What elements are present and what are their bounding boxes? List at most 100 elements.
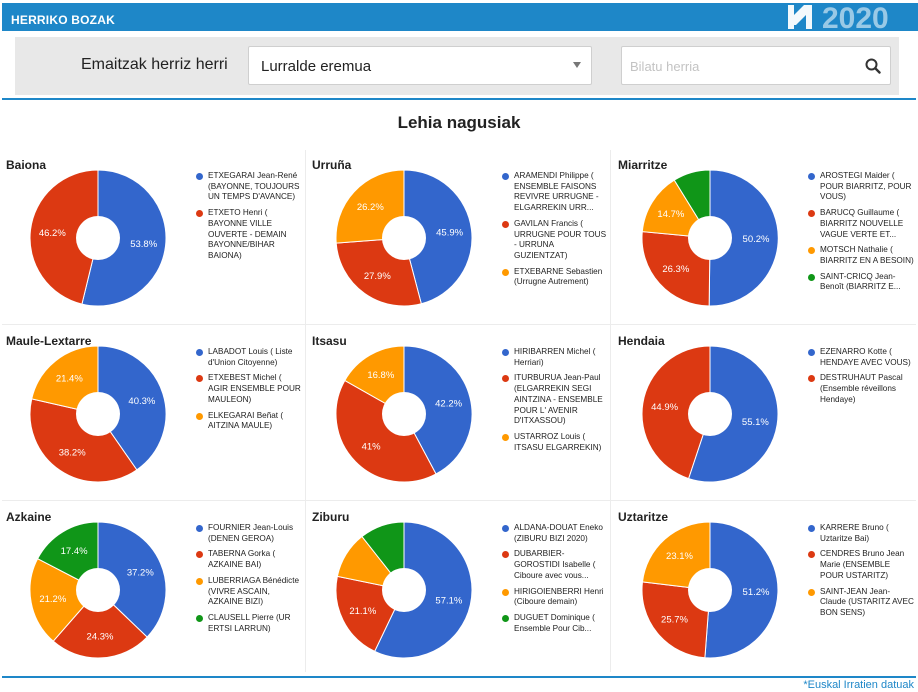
legend-item[interactable]: LUBERRIAGA Bénédicte (VIVRE ASCAIN, AZKA… — [195, 576, 302, 608]
legend-item[interactable]: ALDANA-DOUAT Eneko (ZIBURU BIZI 2020) — [501, 523, 608, 544]
legend-item[interactable]: SAINT-JEAN Jean-Claude (USTARITZ AVEC BO… — [807, 587, 914, 619]
pie-slice[interactable] — [29, 558, 99, 642]
region-select[interactable]: Lurralde eremua — [248, 46, 592, 85]
legend-swatch — [808, 173, 815, 180]
town-name: Uztaritze — [618, 510, 669, 524]
legend-swatch — [196, 525, 203, 532]
donut-hole — [76, 568, 120, 612]
candidate-name: KARRERE Bruno ( Uztaritze Bai) — [820, 523, 889, 543]
legend-item[interactable]: ETXEBEST Michel ( AGIR ENSEMBLE POUR MAU… — [195, 373, 302, 405]
legend-item[interactable]: ETXEBARNE Sebastien (Urrugne Autrement) — [501, 267, 608, 288]
pie-slice[interactable] — [344, 346, 405, 415]
legend-item[interactable]: GAVILAN Francis ( URRUGNE POUR TOUS - UR… — [501, 219, 608, 262]
pie-slice[interactable] — [641, 522, 711, 591]
legend-item[interactable]: HIRIGOIENBERRI Henri (Ciboure demain) — [501, 587, 608, 608]
pie-slice[interactable] — [81, 170, 167, 307]
app-title: HERRIKO BOZAK — [11, 13, 115, 27]
pie-slice[interactable] — [31, 346, 99, 415]
legend-item[interactable]: CENDRES Bruno Jean Marie (ENSEMBLE POUR … — [807, 549, 914, 581]
candidate-name: GAVILAN Francis ( URRUGNE POUR TOUS - UR… — [514, 218, 607, 260]
slice-percent-label: 50.2% — [743, 234, 770, 245]
pie-slice[interactable] — [97, 522, 167, 638]
legend-item[interactable]: DUBARBIER-GOROSTIDI Isabelle ( Ciboure a… — [501, 549, 608, 581]
town-result-card: Azkaine 37.2% 24.3% 21.2% 17.4% FOURNIER Jean… — [0, 502, 302, 672]
legend-item[interactable]: AROSTEGI Maider ( POUR BIARRITZ, POUR VO… — [807, 171, 914, 203]
legend-swatch — [808, 273, 815, 281]
legend-item[interactable]: EZENARRO Kotte ( HENDAYE AVEC VOUS) — [807, 347, 914, 368]
slice-percent-label: 27.9% — [364, 271, 391, 282]
pie-slice[interactable] — [641, 179, 711, 239]
legend-item[interactable]: ELKEGARAI Beñat ( AITZINA MAULE) — [195, 411, 302, 432]
legend-item[interactable]: TABERNA Gorka ( AZKAINE BAI) — [195, 549, 302, 570]
candidate-name: USTARROZ Louis ( ITSASU ELGARREKIN) — [514, 431, 602, 452]
legend-item[interactable]: MOTSCH Nathalie ( BIARRITZ EN A BESOIN) — [807, 245, 914, 266]
chart-legend: KARRERE Bruno ( Uztaritze Bai) CENDRES Br… — [807, 523, 914, 624]
legend-item[interactable]: BARUCQ Guillaume ( BIARRITZ NOUVELLE VAG… — [807, 208, 914, 240]
pie-slice[interactable] — [403, 170, 473, 305]
town-result-card: Ziburu 57.1% 21.1% ALDANA-DOUAT Eneko (ZIBU… — [306, 502, 608, 672]
donut-hole — [688, 568, 732, 612]
slice-percent-label: 14.7% — [657, 209, 684, 220]
legend-item[interactable]: SAINT-CRICQ Jean-Benoît (BIARRITZ E... — [807, 272, 914, 293]
candidate-name: DUGUET Dominique ( Ensemble Pour Cib... — [514, 612, 595, 633]
legend-item[interactable]: USTARROZ Louis ( ITSASU ELGARREKIN) — [501, 432, 608, 453]
pie-slice[interactable] — [97, 346, 167, 471]
grid-divider-h — [2, 500, 916, 501]
candidate-name: DESTRUHAUT Pascal (Ensemble réveillons H… — [820, 373, 903, 404]
legend-item[interactable]: ARAMENDI Philippe ( ENSEMBLE FAISONS REV… — [501, 171, 608, 214]
chart-legend: AROSTEGI Maider ( POUR BIARRITZ, POUR VO… — [807, 171, 914, 298]
legend-item[interactable]: HIRIBARREN Michel ( Herriari) — [501, 347, 608, 368]
legend-item[interactable]: DESTRUHAUT Pascal (Ensemble réveillons H… — [807, 373, 914, 405]
pie-slice[interactable] — [708, 170, 779, 307]
legend-item[interactable]: DUGUET Dominique ( Ensemble Pour Cib... — [501, 613, 608, 634]
donut-hole — [76, 216, 120, 260]
legend-swatch — [196, 375, 203, 383]
pie-slice[interactable] — [641, 346, 711, 480]
donut-hole — [76, 392, 120, 436]
pie-slice[interactable] — [335, 379, 437, 483]
legend-item[interactable]: FOURNIER Jean-Louis (DENEN GEROA) — [195, 523, 302, 544]
legend-item[interactable]: ETXEGARAI Jean-René (BAYONNE, TOUJOURS U… — [195, 171, 302, 203]
candidate-name: SAINT-CRICQ Jean-Benoît (BIARRITZ E... — [820, 271, 901, 292]
slice-percent-label: 26.2% — [357, 202, 384, 213]
slice-percent-label: 21.4% — [56, 374, 83, 385]
legend-swatch — [196, 210, 203, 218]
pie-slice[interactable] — [36, 522, 99, 591]
pie-slice[interactable] — [52, 589, 148, 659]
slice-percent-label: 40.3% — [128, 396, 155, 407]
town-name: Azkaine — [6, 510, 52, 524]
slice-percent-label: 44.9% — [651, 402, 678, 413]
legend-item[interactable]: CLAUSELL Pierre (UR ERTSI LARRUN) — [195, 613, 302, 634]
pie-slice[interactable] — [403, 346, 473, 475]
slice-percent-label: 45.9% — [436, 228, 463, 239]
pie-slice[interactable] — [704, 522, 779, 659]
legend-item[interactable]: ETXETO Henri ( BAYONNE VILLE OUVERTE - D… — [195, 208, 302, 262]
slice-percent-label: 26.3% — [662, 264, 689, 275]
donut-hole — [688, 216, 732, 260]
search-icon[interactable] — [865, 58, 881, 74]
legend-item[interactable]: KARRERE Bruno ( Uztaritze Bai) — [807, 523, 914, 544]
candidate-name: ARAMENDI Philippe ( ENSEMBLE FAISONS REV… — [514, 171, 599, 213]
legend-item[interactable]: LABADOT Louis ( Liste d'Union Citoyenne) — [195, 347, 302, 368]
slice-percent-label: 21.1% — [349, 606, 376, 617]
town-result-card: Uztaritze 51.2% 25.7% 23.1% KARRERE Bruno ( … — [612, 502, 914, 672]
grid-divider-v — [610, 150, 611, 672]
grid-divider-v — [305, 150, 306, 672]
town-result-card: Miarritze 50.2% 26.3% 14.7% AROSTEGI Maider … — [612, 150, 914, 320]
slice-percent-label: 55.1% — [742, 417, 769, 428]
legend-swatch — [196, 412, 203, 420]
candidate-name: EZENARRO Kotte ( HENDAYE AVEC VOUS) — [820, 347, 911, 367]
legend-item[interactable]: ITURBURUA Jean-Paul (ELGARREKIN SEGI AIN… — [501, 373, 608, 427]
pie-slice[interactable] — [29, 170, 99, 305]
candidate-name: MOTSCH Nathalie ( BIARRITZ EN A BESOIN) — [820, 245, 914, 265]
candidate-name: CENDRES Bruno Jean Marie (ENSEMBLE POUR … — [820, 549, 905, 580]
search-input[interactable] — [630, 56, 850, 76]
pie-chart: 57.1% 21.1% — [335, 522, 473, 659]
legend-swatch — [808, 375, 815, 383]
pie-chart: 40.3% 38.2% 21.4% — [29, 346, 167, 483]
legend-swatch — [502, 220, 509, 228]
town-name: Baiona — [6, 158, 47, 172]
pie-slice[interactable] — [687, 346, 779, 483]
town-name: Hendaia — [618, 334, 665, 348]
pie-slice[interactable] — [29, 398, 138, 483]
